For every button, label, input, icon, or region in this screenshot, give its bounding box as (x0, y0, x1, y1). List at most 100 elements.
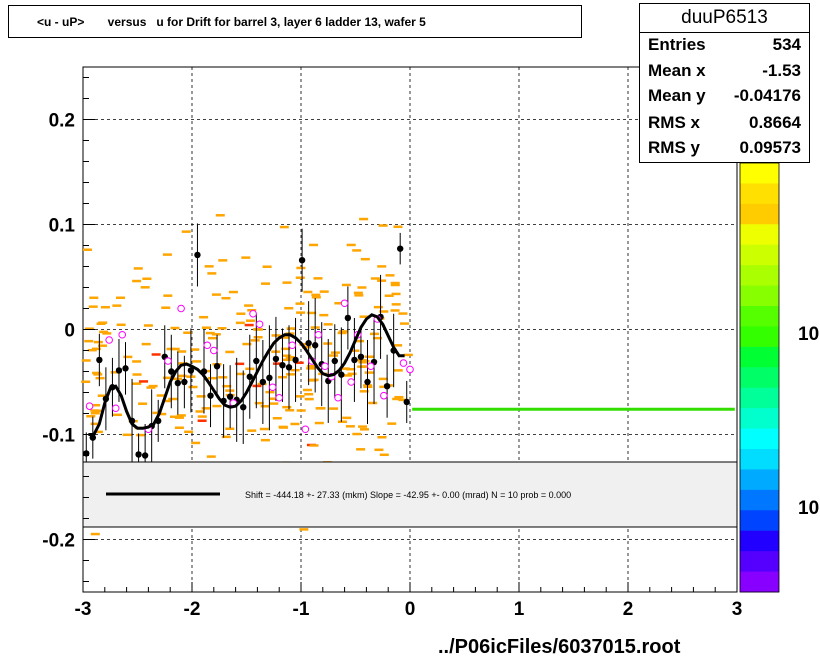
scatter-bin (284, 306, 294, 310)
stat-label: RMS y (648, 138, 700, 157)
scatter-bin (207, 376, 217, 380)
profile-point-alt (340, 299, 349, 308)
scatter-bin (299, 528, 309, 531)
palette-cell (740, 469, 779, 491)
scatter-bin (286, 327, 296, 330)
scatter-bin (357, 365, 367, 368)
y-tick-label: -0.2 (42, 531, 75, 552)
scatter-bin (168, 397, 178, 401)
scatter-bin (250, 339, 260, 342)
scatter-bin (116, 296, 126, 300)
scatter-bin (90, 411, 100, 415)
scatter-bin (307, 311, 317, 315)
scatter-bin (91, 403, 101, 407)
scatter-bin (359, 428, 369, 431)
profile-point (135, 451, 142, 458)
profile-point-alt (321, 362, 329, 371)
scatter-bin (244, 323, 254, 327)
profile-point (383, 383, 391, 390)
scatter-bin (304, 392, 314, 396)
palette-cell (740, 571, 779, 593)
scatter-bin (174, 426, 184, 429)
scatter-bin (236, 312, 246, 315)
profile-point (285, 364, 293, 371)
scatter-bin (296, 266, 306, 270)
scatter-bin (282, 405, 292, 409)
scatter-bin (306, 364, 316, 368)
scatter-bin (132, 360, 142, 363)
profile-point-alt (366, 362, 375, 371)
stat-row-entries: Entries 534 (648, 35, 801, 60)
scatter-bin (228, 290, 238, 294)
scatter-bin (393, 369, 403, 372)
profile-point (246, 373, 253, 380)
scatter-bin (146, 386, 156, 389)
scatter-bin (110, 371, 120, 374)
palette-cell (740, 224, 779, 246)
scatter-bin (285, 409, 295, 412)
profile-point (253, 357, 260, 365)
scatter-bin (176, 414, 186, 417)
plot-title: <u - uP> versus u for Drift for barrel 3… (37, 15, 426, 29)
palette-cell (740, 203, 779, 225)
x-tick-label: 1 (514, 599, 525, 620)
scatter-bin (394, 395, 404, 399)
profile-point (168, 368, 175, 375)
palette-cell (740, 183, 779, 205)
scatter-bin (163, 376, 173, 380)
scatter-bin (96, 322, 106, 325)
scatter-bin (358, 361, 368, 364)
scatter-bin (329, 407, 339, 410)
scatter-bin (314, 421, 324, 425)
stats-name: duuP6513 (640, 4, 809, 33)
scatter-bin (352, 432, 362, 436)
scatter-bin (218, 376, 228, 379)
scatter-bin (138, 402, 148, 405)
profile-point (403, 398, 410, 406)
scatter-bin (98, 344, 108, 347)
palette-cell (740, 449, 779, 470)
profile-point-alt (399, 359, 408, 367)
x-tick-label: 2 (623, 599, 634, 620)
scatter-bin (342, 416, 352, 420)
profile-point-alt (164, 357, 172, 365)
scatter-bin (236, 372, 246, 376)
scatter-bin (183, 331, 193, 334)
palette-cell (740, 489, 779, 511)
scatter-bin (204, 265, 214, 268)
scatter-bin (334, 301, 344, 305)
profile-point (213, 363, 221, 370)
scatter-bin (295, 276, 305, 279)
scatter-bin (235, 362, 245, 366)
x-tick-label: -1 (293, 599, 310, 620)
x-tick-label: 0 (405, 599, 416, 620)
profile-point (292, 356, 299, 364)
profile-point-alt (111, 404, 120, 413)
profile-point (266, 374, 273, 381)
scatter-bin (347, 372, 357, 376)
profile-point-alt (85, 402, 94, 410)
scatter-bin (215, 214, 225, 217)
scatter-bin (313, 277, 323, 280)
scatter-bin (84, 339, 94, 343)
scatter-bin (295, 302, 305, 305)
scatter-bin (112, 304, 122, 307)
scatter-bin (268, 397, 278, 400)
scatter-bin (82, 248, 92, 251)
scatter-bin (299, 342, 309, 346)
scatter-bin (390, 281, 400, 285)
profile-point (194, 251, 201, 259)
scatter-bin (311, 293, 321, 297)
scatter-bin (393, 225, 403, 229)
scatter-bin (169, 415, 179, 419)
scatter-bin (81, 359, 91, 362)
scatter-bin (92, 409, 102, 413)
scatter-bin (141, 342, 151, 346)
scatter-bin (181, 230, 191, 233)
scatter-bin (81, 380, 91, 384)
scatter-bin (356, 448, 366, 451)
scatter-bin (84, 327, 94, 330)
profile-point (89, 434, 97, 441)
scatter-bin (330, 351, 340, 354)
